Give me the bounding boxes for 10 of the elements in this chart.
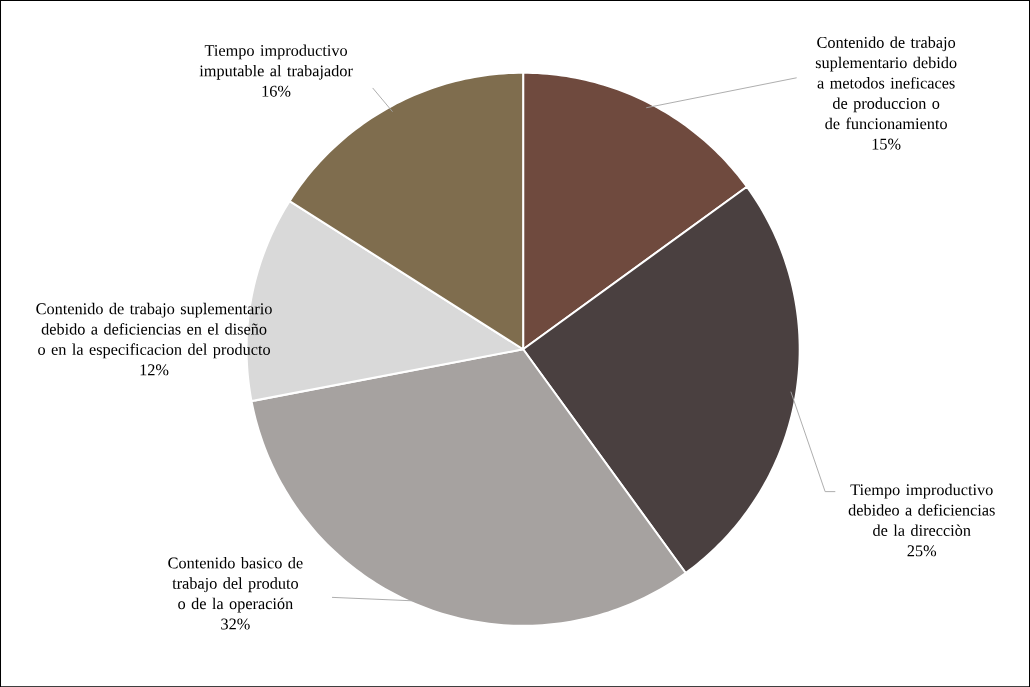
data-label: 25% — [907, 545, 937, 557]
data-label: 15% — [872, 138, 901, 150]
slice-label: Tiempo improductivo debideo a deficiencias de la direcciòn — [848, 483, 995, 536]
slice-label: Tiempo improductivo imputable al trabajador — [199, 44, 353, 80]
slice-label: Contenido basico de trabajo del produto o de la operación — [168, 556, 303, 613]
data-label: 16% — [262, 85, 291, 97]
data-label: 12% — [140, 364, 169, 376]
slice-label: Contenido de trabajo suplementario debido a metodos ineficaces de produccion o de funcionamiento — [815, 36, 957, 130]
slice-label: Contenido de trabajo suplementario debido a deficiencias en el diseño o en la especificacion del producto — [36, 302, 272, 359]
data-label: 32% — [221, 618, 250, 630]
